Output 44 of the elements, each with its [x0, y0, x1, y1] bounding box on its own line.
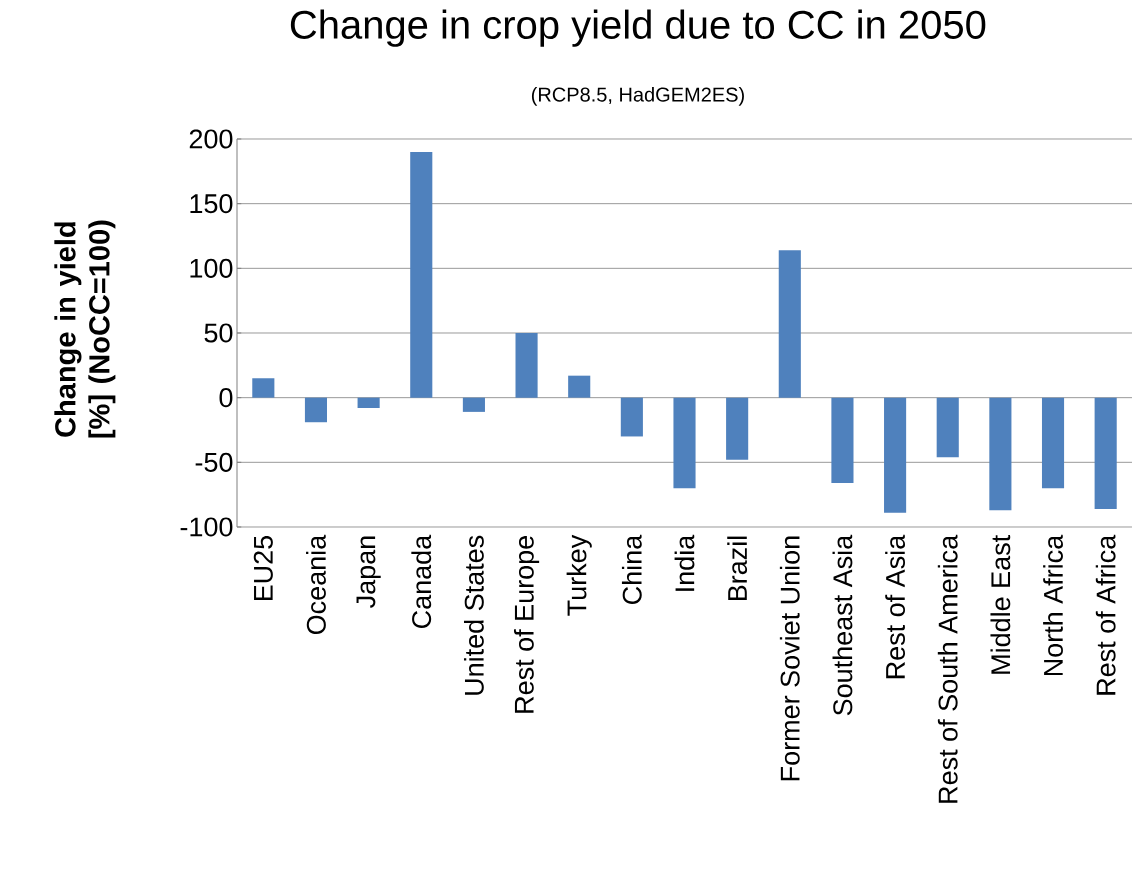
x-tick-label: North Africa: [1043, 534, 1063, 676]
x-tick-label: Former Soviet Union: [779, 536, 800, 781]
bar: [1041, 397, 1065, 489]
x-tick-label: Middle East: [990, 535, 1011, 674]
y-tick-label: 0: [219, 388, 233, 408]
bar: [357, 397, 380, 408]
bar: [620, 397, 643, 437]
chart-subtitle: (RCP8.5, HadGEM2ES): [531, 87, 744, 106]
x-tick-label: United States: [463, 535, 484, 695]
bar: [462, 397, 485, 412]
bar: [726, 397, 749, 460]
x-tick-label: Brazil: [727, 536, 748, 601]
bar: [989, 397, 1012, 511]
y-tick-label: 50: [204, 323, 233, 343]
bar: [831, 397, 854, 484]
y-tick-label: -50: [195, 452, 233, 472]
bar: [252, 378, 275, 398]
bar: [673, 397, 696, 489]
bar: [884, 397, 907, 513]
y-tick-label: -100: [180, 517, 233, 537]
bar: [515, 332, 538, 398]
x-tick-label: EU25: [253, 535, 273, 601]
x-tick-label: Rest of Asia: [885, 534, 905, 679]
x-tick-label: Turkey: [566, 534, 592, 616]
y-tick-label: 150: [190, 194, 233, 214]
bar: [304, 397, 328, 423]
x-tick-label: Oceania: [306, 534, 326, 635]
x-tick-label: Rest of Europe: [513, 536, 540, 713]
x-tick-label: Rest of South America: [937, 534, 958, 803]
x-tick-label: India: [674, 534, 695, 591]
bar: [936, 397, 959, 458]
y-tick-label: 200: [189, 129, 233, 149]
x-tick-label: Canada: [411, 534, 432, 629]
bar: [410, 151, 433, 398]
x-tick-label: Southeast Asia: [832, 534, 853, 716]
y-axis-title: Change in yield [%] (NoCC=100): [54, 220, 116, 438]
x-tick-label: Rest of Africa: [1095, 534, 1116, 695]
x-tick-label: China: [621, 534, 642, 604]
bar: [1094, 397, 1117, 509]
x-tick-label: Japan: [356, 536, 381, 608]
y-tick-label: 100: [190, 258, 233, 278]
bar: [778, 250, 801, 398]
chart-title: Change in crop yield due to CC in 2050: [290, 9, 986, 47]
bar: [568, 375, 591, 398]
